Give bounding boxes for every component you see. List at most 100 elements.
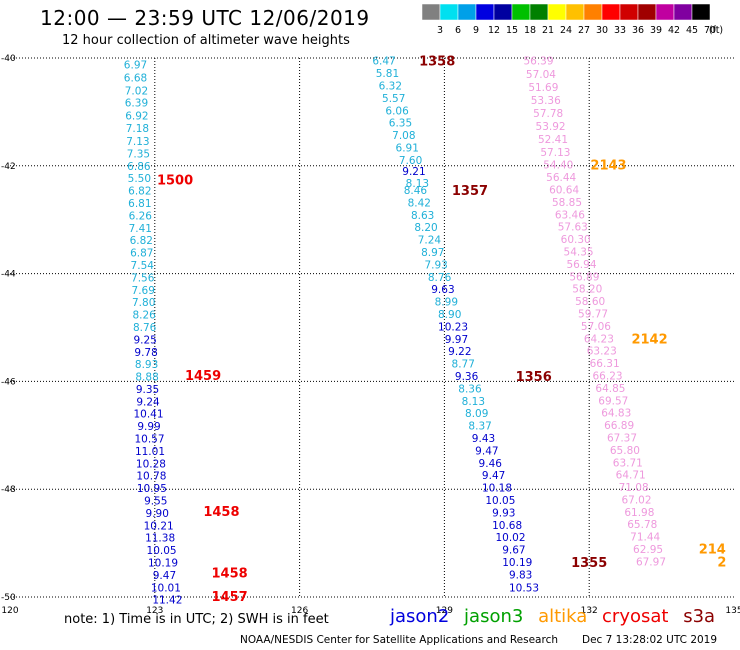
swh-value-label: 8.09 <box>465 408 488 420</box>
track-altika: 56.3957.0451.6953.3657.7853.9252.4157.13… <box>523 56 726 571</box>
swh-value-label: 7.69 <box>132 285 155 297</box>
pass-time-label: 1457 <box>212 590 248 605</box>
swh-value-label: 67.02 <box>621 494 651 506</box>
swh-value-label: 66.23 <box>593 370 623 382</box>
page-subtitle: 12 hour collection of altimeter wave hei… <box>62 33 350 48</box>
color-scale-legend: 3 6 9 12 15 18 21 24 27 30 33 36 39 42 45 70(ft) <box>422 4 723 36</box>
swh-value-label: 7.93 <box>424 259 447 271</box>
satellite-s3a-label: s3a <box>683 606 716 627</box>
swh-value-label: 9.99 <box>137 421 160 433</box>
satellite-altika-label: altika <box>538 606 588 627</box>
swh-value-label: 6.26 <box>129 210 153 222</box>
swh-value-label: 54.40 <box>543 160 573 172</box>
swh-value-label: 10.19 <box>502 557 532 569</box>
x-tick-label: 120 <box>1 606 18 616</box>
swh-value-label: 56.89 <box>569 271 599 283</box>
color-scale-label: 42 <box>668 25 680 36</box>
pass-time-label: 1357 <box>452 184 488 199</box>
swh-value-label: 8.90 <box>438 309 461 321</box>
swh-value-label: 60.64 <box>549 185 579 197</box>
swh-value-label: 53.36 <box>531 95 561 107</box>
swh-value-label: 57.13 <box>540 147 570 159</box>
swh-value-label: 10.02 <box>495 532 525 544</box>
swh-value-label: 10.41 <box>133 409 163 421</box>
swh-value-label: 9.43 <box>472 433 495 445</box>
track-s3a: 6.475.816.325.576.066.357.086.917.609.21… <box>372 55 607 595</box>
swh-value-label: 5.81 <box>376 68 399 80</box>
color-scale-label: 30 <box>596 25 608 36</box>
swh-value-label: 6.68 <box>124 72 147 84</box>
pass-time-label: 1355 <box>571 556 607 571</box>
swh-value-label: 7.35 <box>127 148 150 160</box>
swh-value-label: 9.46 <box>479 458 503 470</box>
swh-value-label: 67.37 <box>607 432 637 444</box>
swh-value-label: 7.08 <box>392 130 415 142</box>
color-scale-label: 45 <box>686 25 698 36</box>
swh-value-label: 57.63 <box>558 222 588 234</box>
color-scale-label: 21 <box>542 25 554 36</box>
swh-value-label: 10.53 <box>509 582 539 594</box>
swh-value-label: 8.88 <box>135 372 158 384</box>
swh-value-label: 57.04 <box>526 69 556 81</box>
swh-value-label: 10.68 <box>492 520 522 532</box>
y-tick-label: -48 <box>1 485 16 495</box>
x-tick-label: 135 <box>725 606 740 616</box>
swh-value-label: 63.23 <box>587 346 617 358</box>
swh-value-label: 10.05 <box>485 495 515 507</box>
color-scale-label: 24 <box>560 25 572 36</box>
satellite-jason3-label: jason3 <box>464 606 524 627</box>
swh-value-label: 9.36 <box>455 371 479 383</box>
swh-value-label: 61.98 <box>624 507 654 519</box>
swh-value-label: 9.83 <box>509 569 532 581</box>
swh-value-label: 6.97 <box>124 59 147 71</box>
color-scale-label: 15 <box>506 25 518 36</box>
swh-value-label: 9.22 <box>448 346 471 358</box>
pass-time-label: 1459 <box>185 369 221 384</box>
swh-value-label: 51.69 <box>528 82 558 94</box>
swh-value-label: 6.92 <box>125 111 148 123</box>
swh-value-label: 11.01 <box>135 446 165 458</box>
swh-value-label: 6.87 <box>130 248 153 260</box>
swh-value-label: 64.23 <box>584 333 614 345</box>
satellite-legend: jason2 jason3 altika cryosat s3a <box>390 606 724 627</box>
swh-value-label: 7.18 <box>126 123 149 135</box>
swh-value-label: 7.56 <box>131 272 155 284</box>
swh-value-label: 10.57 <box>134 434 164 446</box>
color-scale-label: 33 <box>614 25 626 36</box>
color-scale-label: 70 <box>704 25 716 36</box>
swh-value-label: 11.38 <box>145 533 175 545</box>
swh-value-label: 54.35 <box>564 247 594 259</box>
pass-time-label: 1458 <box>212 567 248 582</box>
y-tick-label: -44 <box>1 270 16 280</box>
swh-value-label: 10.28 <box>136 458 166 470</box>
swh-value-label: 8.26 <box>132 310 156 322</box>
swh-value-label: 7.02 <box>125 85 148 97</box>
swh-value-label: 6.81 <box>128 198 151 210</box>
satellite-jason2-label: jason2 <box>390 606 450 627</box>
swh-value-label: 9.55 <box>144 496 167 508</box>
swh-value-label: 8.97 <box>421 247 444 259</box>
footer-note: note: 1) Time is in UTC; 2) SWH is in fe… <box>64 612 329 627</box>
pass-time-label: 1500 <box>157 173 193 188</box>
swh-value-label: 56.39 <box>523 56 553 68</box>
swh-value-label: 8.37 <box>468 421 491 433</box>
swh-value-label: 6.91 <box>396 142 419 154</box>
color-scale-label: (ft) <box>709 25 723 36</box>
swh-value-label: 9.67 <box>502 545 525 557</box>
swh-value-label: 56.94 <box>566 259 596 271</box>
color-scale-label: 27 <box>578 25 590 36</box>
pass-time-label: 1358 <box>419 55 455 70</box>
swh-value-label: 71.44 <box>630 532 660 544</box>
swh-value-label: 69.57 <box>598 395 628 407</box>
y-tick-label: -46 <box>1 377 16 387</box>
swh-value-label: 58.60 <box>575 296 605 308</box>
swh-value-label: 9.63 <box>431 284 454 296</box>
swh-value-label: 59.77 <box>578 308 608 320</box>
swh-value-label: 5.50 <box>128 173 151 185</box>
pass-time-label: 2143 <box>590 159 626 174</box>
swh-value-label: 6.06 <box>385 105 409 117</box>
swh-value-label: 64.71 <box>616 470 646 482</box>
swh-value-label: 10.23 <box>438 321 468 333</box>
swh-value-label: 9.97 <box>445 334 468 346</box>
